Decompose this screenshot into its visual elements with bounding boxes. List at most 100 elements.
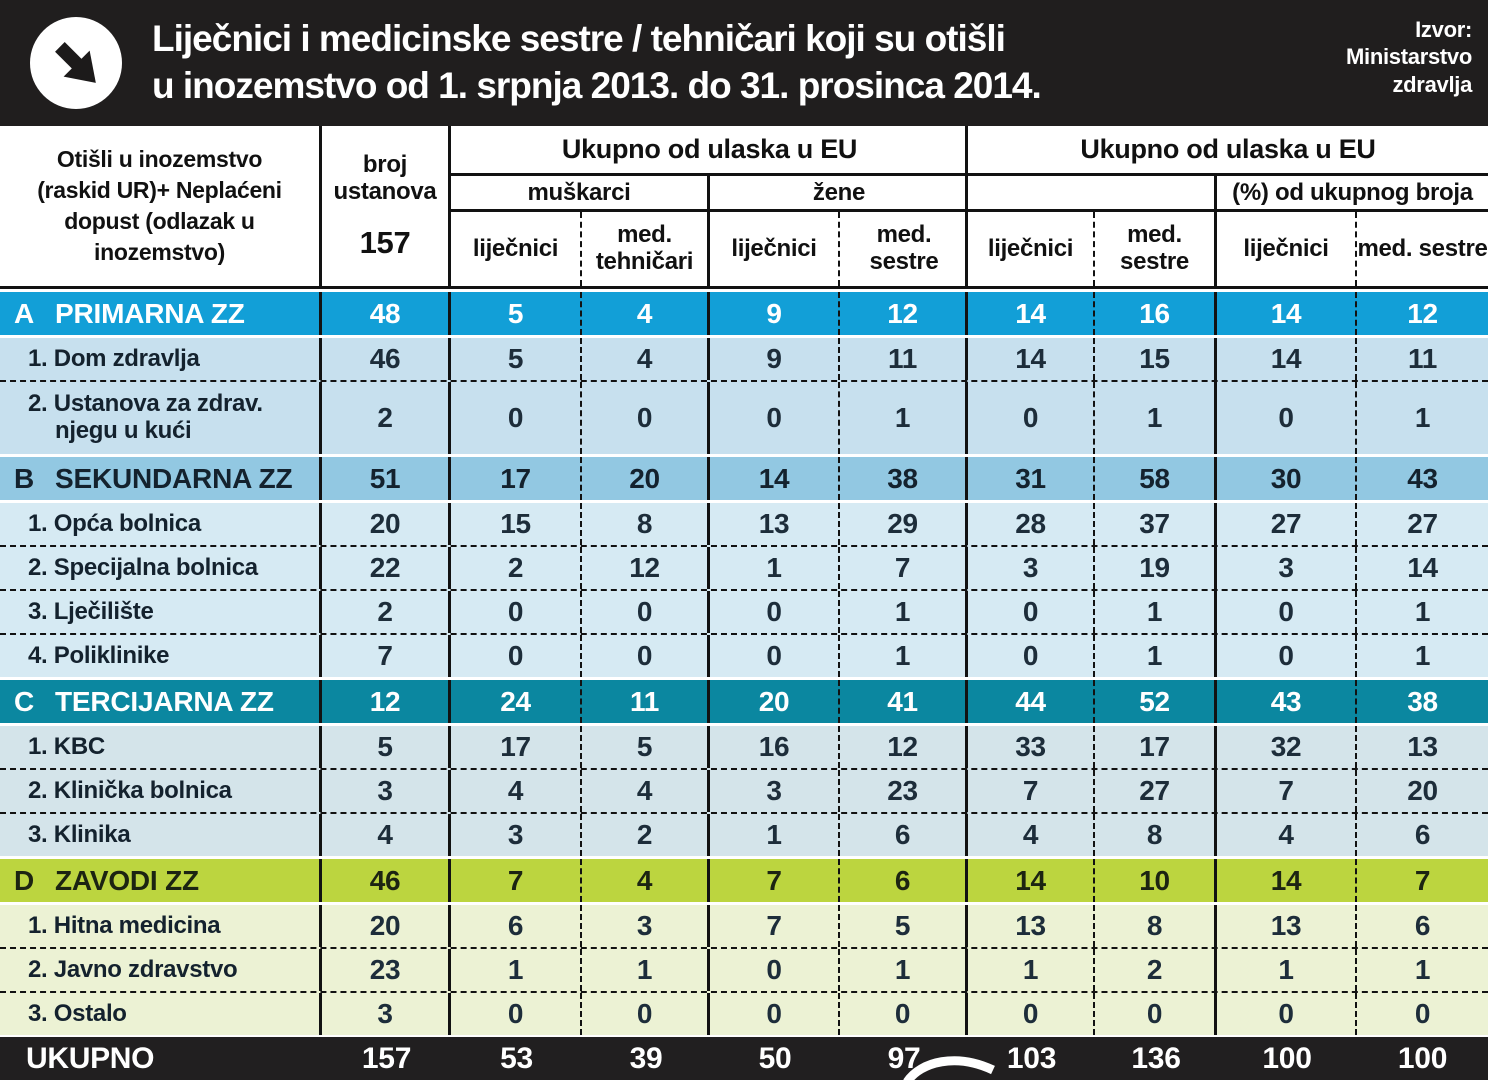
data-cell: 58 (1095, 457, 1217, 500)
data-cell: 0 (968, 382, 1095, 454)
data-cell: 28 (968, 503, 1095, 545)
source-label: Izvor: Ministarstvo zdravlja (1346, 17, 1472, 97)
data-cell: 46 (322, 859, 451, 902)
data-cell: 32 (1217, 726, 1357, 768)
section-letter: D (14, 864, 35, 896)
institutions-count-cell: broj ustanova 157 (322, 126, 451, 286)
column-header: liječnici (710, 212, 840, 286)
data-cell: 1 (710, 814, 840, 856)
data-cell: 17 (1095, 726, 1217, 768)
data-cell: 4 (582, 292, 710, 335)
column-header: med. sestre (1357, 234, 1488, 262)
data-cell: 3 (1217, 547, 1357, 589)
data-cell: 16 (710, 726, 840, 768)
data-cell: 3 (322, 770, 451, 812)
data-cell: 0 (1095, 993, 1217, 1035)
total-cell: 53 (500, 1041, 533, 1075)
data-cell: 0 (1414, 998, 1431, 1029)
row-label: 1. Opća bolnica (0, 503, 322, 545)
column-header-row: liječnici med. sestre liječnici med. ses… (968, 212, 1488, 286)
data-cell: 1 (582, 949, 710, 991)
data-cell: 0 (710, 949, 840, 991)
data-cell: 51 (322, 457, 451, 500)
data-cell: 5 (582, 726, 710, 768)
data-cell: 0 (582, 635, 710, 677)
data-cell: 7 (710, 859, 840, 902)
section-name: ZAVODI ZZ (55, 864, 199, 896)
row-label: 1. KBC (0, 726, 322, 768)
data-cell: 5 (322, 726, 451, 768)
data-cell: 13 (1217, 905, 1357, 947)
page-title: Liječnici i medicinske sestre / tehničar… (152, 16, 1042, 109)
total-cell: 157 (361, 1041, 412, 1075)
row-label: 3. Lječilište (0, 591, 322, 633)
data-cell: 7 (451, 859, 582, 902)
data-cell: 14 (1217, 859, 1357, 902)
data-cell: 15 (1095, 338, 1217, 380)
subgroup-zene: žene (710, 176, 968, 212)
data-cell: 5 (451, 338, 582, 380)
data-cell: 0 (582, 591, 710, 633)
data-cell: 7 (322, 635, 451, 677)
data-cell: 19 (1095, 547, 1217, 589)
data-cell: 14 (1217, 292, 1357, 335)
header-banner: Liječnici i medicinske sestre / tehničar… (0, 0, 1488, 126)
data-cell: 14 (968, 338, 1095, 380)
data-cell: 6 (840, 814, 968, 856)
data-cell: 0 (968, 591, 1095, 633)
data-cell: 0 (451, 591, 582, 633)
data-cell: 6 (1414, 819, 1431, 850)
row-label: 2. Javno zdravstvo (0, 949, 322, 991)
data-cell: 1 (840, 635, 968, 677)
data-cell: 1 (840, 949, 968, 991)
data-cell: 11 (840, 338, 968, 380)
data-row: 2. Javno zdravstvo 23 1 1 0 1 1 2 1 1 (0, 947, 1488, 991)
data-cell: 5 (840, 905, 968, 947)
data-cell: 2 (322, 591, 451, 633)
data-cell: 0 (1217, 382, 1357, 454)
data-cell: 0 (840, 993, 968, 1035)
data-cell: 31 (968, 457, 1095, 500)
data-cell: 3 (710, 770, 840, 812)
data-cell: 0 (710, 993, 840, 1035)
data-cell: 27 (1407, 508, 1438, 539)
data-cell: 1 (1217, 949, 1357, 991)
data-cell: 46 (322, 338, 451, 380)
data-cell: 20 (710, 680, 840, 723)
data-cell: 0 (710, 382, 840, 454)
data-cell: 43 (1407, 462, 1438, 494)
row-label: B SEKUNDARNA ZZ (0, 457, 322, 500)
data-cell: 8 (1095, 814, 1217, 856)
column-header-row: liječnici med. tehničari liječnici med. … (451, 212, 968, 286)
total-cell: 39 (629, 1041, 663, 1075)
data-cell: 8 (1095, 905, 1217, 947)
data-row: 3. Ostalo 3 0 0 0 0 0 0 0 0 (0, 991, 1488, 1035)
row-label: 1. Hitna medicina (0, 905, 322, 947)
data-cell: 12 (840, 726, 968, 768)
data-cell: 6 (1414, 910, 1431, 941)
section-letter: B (14, 462, 35, 494)
data-cell: 38 (840, 457, 968, 500)
data-cell: 44 (968, 680, 1095, 723)
data-cell: 7 (968, 770, 1095, 812)
data-cell: 11 (1408, 343, 1437, 374)
data-cell: 4 (968, 814, 1095, 856)
total-cell: 103 (1006, 1041, 1057, 1075)
row-label: A PRIMARNA ZZ (0, 292, 322, 335)
subgroup-muskarci: muškarci (451, 176, 710, 212)
data-cell: 0 (582, 993, 710, 1035)
total-cell: 100 (1262, 1041, 1312, 1075)
data-cell: 24 (451, 680, 582, 723)
row-label: 1. Dom zdravlja (0, 338, 322, 380)
data-cell: 12 (322, 680, 451, 723)
data-cell: 1 (710, 547, 840, 589)
data-cell: 4 (582, 859, 710, 902)
data-cell: 14 (968, 859, 1095, 902)
subgroup-percent: (%) od ukupnog broja (1217, 176, 1488, 212)
data-cell: 16 (1095, 292, 1217, 335)
data-cell: 2 (322, 382, 451, 454)
data-cell: 38 (1407, 685, 1438, 717)
data-cell: 15 (451, 503, 582, 545)
data-cell: 17 (451, 726, 582, 768)
data-cell: 48 (322, 292, 451, 335)
